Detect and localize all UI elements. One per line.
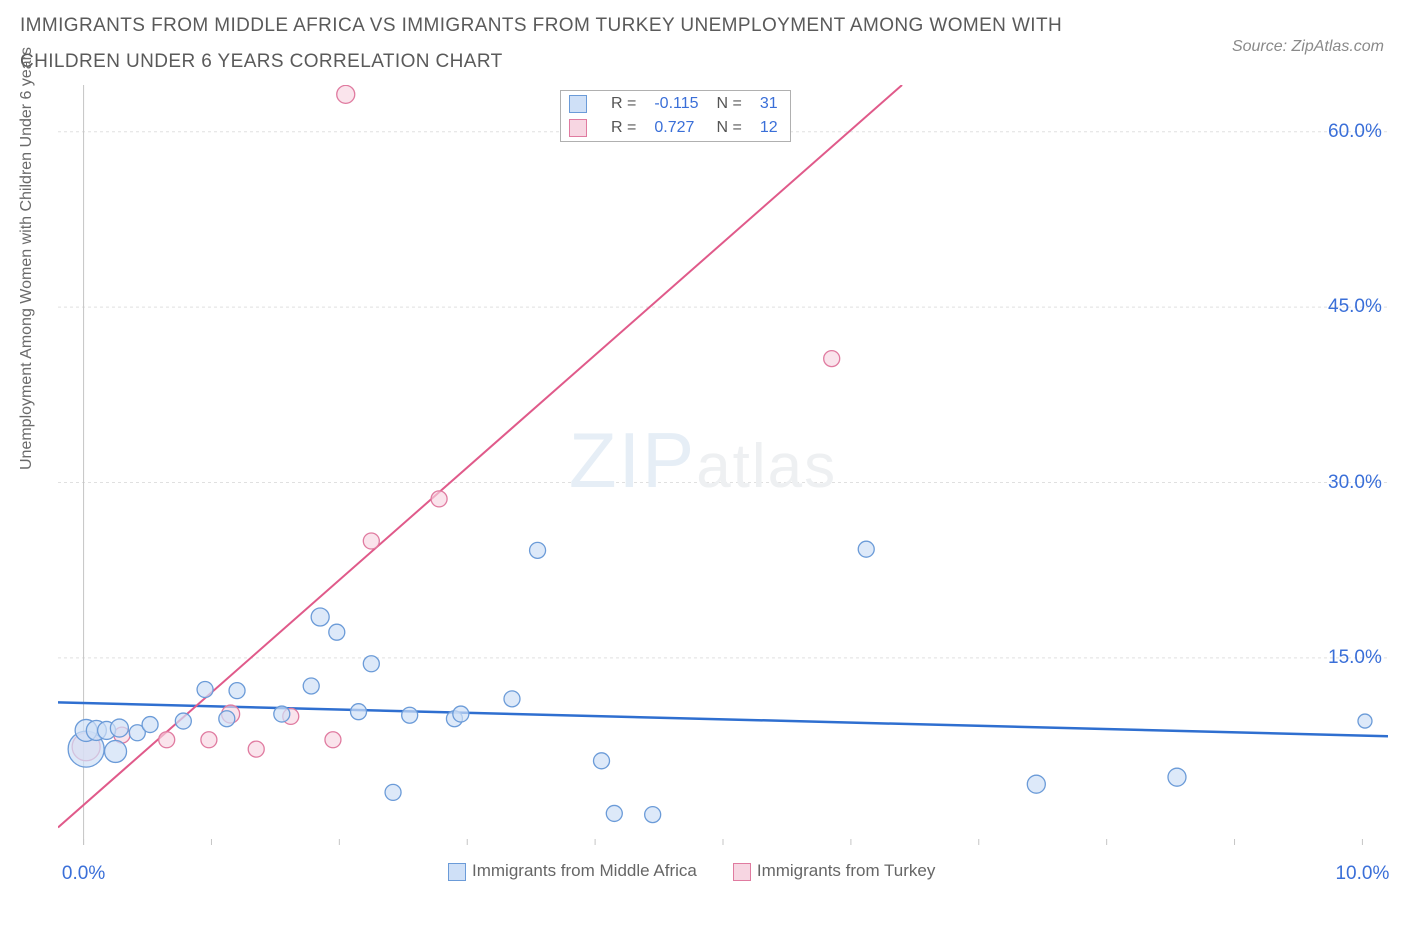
data-point <box>142 717 158 733</box>
chart-title: IMMIGRANTS FROM MIDDLE AFRICA VS IMMIGRA… <box>20 8 1120 80</box>
series-legend: Immigrants from Middle Africa Immigrants … <box>430 861 953 881</box>
data-point <box>311 608 329 626</box>
data-point <box>431 491 447 507</box>
data-point <box>159 732 175 748</box>
legend-row: R =-0.115N =31 <box>563 93 788 115</box>
legend-r-value: 0.727 <box>648 117 708 139</box>
scatter-plot <box>58 85 1388 845</box>
legend-r-label: R = <box>605 93 646 115</box>
source-name: ZipAtlas.com <box>1292 38 1384 55</box>
legend-n-label: N = <box>711 93 752 115</box>
legend-swatch <box>733 863 751 881</box>
data-point <box>351 704 367 720</box>
data-point <box>337 85 355 103</box>
data-point <box>248 741 264 757</box>
data-point <box>594 753 610 769</box>
legend-item: Immigrants from Middle Africa <box>448 861 697 881</box>
legend-item: Immigrants from Turkey <box>733 861 936 881</box>
data-point <box>175 713 191 729</box>
data-point <box>363 533 379 549</box>
data-point <box>824 351 840 367</box>
data-point <box>325 732 341 748</box>
data-point <box>402 707 418 723</box>
x-tick-label: 0.0% <box>62 863 105 885</box>
data-point <box>329 624 345 640</box>
legend-r-value: -0.115 <box>648 93 708 115</box>
legend-r-label: R = <box>605 117 646 139</box>
chart-source: Source: ZipAtlas.com <box>1232 38 1384 56</box>
y-axis-label: Unemployment Among Women with Children U… <box>18 47 36 470</box>
data-point <box>303 678 319 694</box>
data-point <box>201 732 217 748</box>
data-point <box>363 656 379 672</box>
data-point <box>1358 714 1372 728</box>
data-point <box>274 706 290 722</box>
correlation-legend: R =-0.115N =31R =0.727N =12 <box>560 90 791 142</box>
data-point <box>229 683 245 699</box>
data-point <box>453 706 469 722</box>
y-tick-label: 45.0% <box>1328 296 1382 318</box>
source-prefix: Source: <box>1232 38 1292 55</box>
y-tick-label: 60.0% <box>1328 121 1382 143</box>
legend-label: Immigrants from Middle Africa <box>472 861 697 880</box>
x-tick-label: 10.0% <box>1335 863 1389 885</box>
data-point <box>197 681 213 697</box>
data-point <box>606 805 622 821</box>
data-point <box>858 541 874 557</box>
legend-n-value: 31 <box>754 93 788 115</box>
data-point <box>1027 775 1045 793</box>
data-point <box>530 542 546 558</box>
legend-label: Immigrants from Turkey <box>757 861 936 880</box>
legend-swatch <box>569 119 587 137</box>
trend-line <box>58 702 1388 736</box>
data-point <box>1168 768 1186 786</box>
data-point <box>110 719 128 737</box>
data-point <box>105 740 127 762</box>
data-point <box>645 807 661 823</box>
y-tick-label: 15.0% <box>1328 647 1382 669</box>
legend-row: R =0.727N =12 <box>563 117 788 139</box>
legend-n-value: 12 <box>754 117 788 139</box>
data-point <box>219 711 235 727</box>
legend-n-label: N = <box>711 117 752 139</box>
data-point <box>504 691 520 707</box>
legend-swatch <box>569 95 587 113</box>
y-tick-label: 30.0% <box>1328 472 1382 494</box>
data-point <box>385 784 401 800</box>
legend-swatch <box>448 863 466 881</box>
